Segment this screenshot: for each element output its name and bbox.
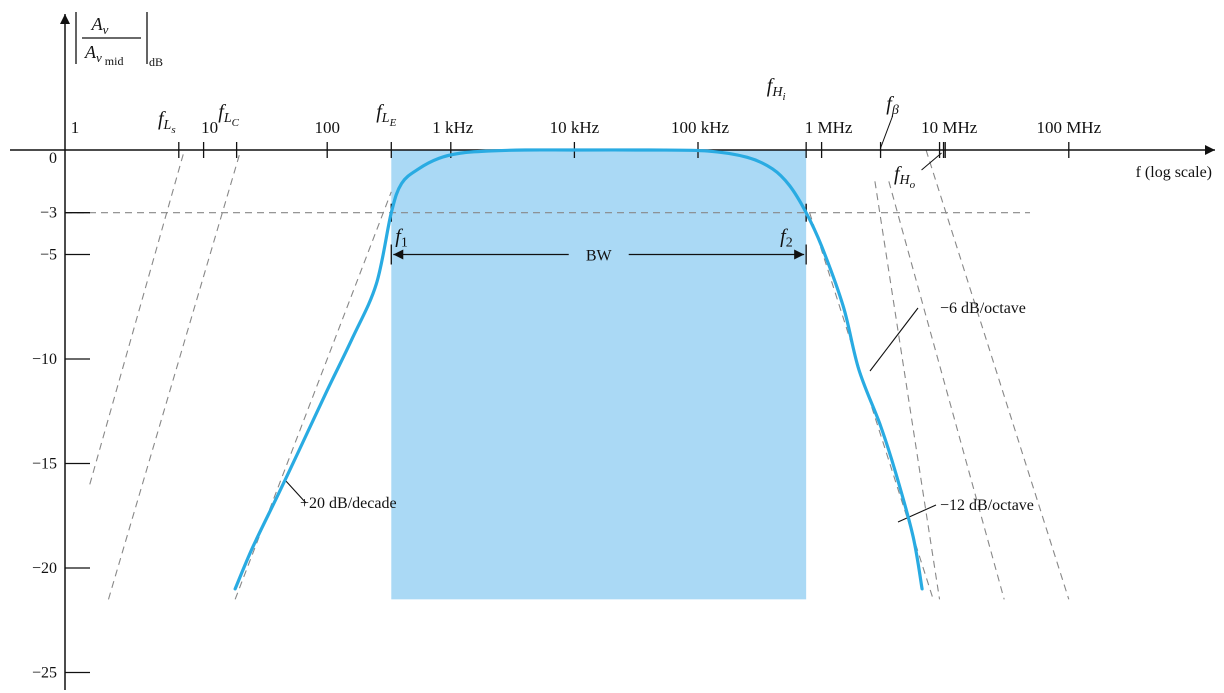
labels-layer: 0 −3 −5 −10 −15 −20 −25 1 10 100 1 kHz 10 kHz 100 kH…	[32, 12, 1212, 682]
break-label-fLC: fLC	[218, 101, 239, 129]
x-tick-label: 10	[201, 118, 218, 137]
y-tick-label: −10	[32, 351, 57, 368]
break-label-fbeta: fβ	[886, 93, 899, 118]
x-tick-label: 100 kHz	[671, 118, 730, 137]
cutoff-label-f2: f2	[780, 226, 793, 251]
asymptote-line-6	[925, 149, 1070, 600]
x-tick-label: 10 MHz	[921, 118, 978, 137]
y-axis-label: Av Av mid dB	[75, 12, 163, 69]
slope-annotation: −6 dB/octave	[940, 300, 1026, 317]
asymptote-line-4	[874, 181, 941, 600]
slope-annotation: −12 dB/octave	[940, 497, 1034, 514]
asymptote-lines-layer	[65, 149, 1070, 600]
x-tick-label: 1 MHz	[805, 118, 853, 137]
x-axis-label: f (log scale)	[1136, 164, 1212, 181]
y-label-numerator: Av	[91, 14, 109, 37]
bandwidth-region-layer	[391, 150, 807, 600]
y-label-denominator: Av mid	[84, 42, 123, 68]
break-label-fHi: fHi	[767, 75, 786, 103]
y-tick-label: −5	[40, 247, 57, 264]
cutoff-label-f1: f1	[395, 226, 408, 251]
x-tick-label: 100 MHz	[1036, 118, 1101, 137]
annotation-leader-1	[869, 307, 919, 372]
break-label-fLE: fLE	[376, 101, 396, 129]
asymptote-line-1	[107, 149, 242, 600]
slope-annotation: +20 dB/decade	[300, 495, 397, 512]
x-tick-label: 10 kHz	[550, 118, 600, 137]
y-label-unit: dB	[149, 55, 163, 69]
annotation-leader-0	[284, 479, 307, 504]
x-tick-label: 1	[71, 118, 80, 137]
break-label-fLs: fLs	[158, 108, 176, 136]
y-tick-label: −25	[32, 665, 57, 682]
break-label-fHo: fHo	[894, 163, 916, 191]
x-tick-label: 1 kHz	[432, 118, 474, 137]
y-tick-label: −20	[32, 560, 57, 577]
axes-layer	[10, 14, 1215, 690]
fHo-leader-line	[921, 152, 942, 171]
response-curve-line	[233, 148, 924, 591]
annotation-leader-2	[897, 504, 937, 523]
bandwidth-region	[391, 150, 807, 600]
y-tick-label: −15	[32, 456, 57, 473]
fbeta-leader-line	[880, 115, 894, 149]
y-tick-label: 0	[49, 150, 57, 167]
asymptote-line-0	[89, 149, 185, 485]
response-curve-layer	[233, 148, 924, 591]
bandwidth-label: BW	[586, 248, 613, 265]
y-tick-label: −3	[40, 205, 57, 222]
x-tick-label: 100	[314, 118, 340, 137]
asymptote-line-5	[888, 181, 1005, 600]
